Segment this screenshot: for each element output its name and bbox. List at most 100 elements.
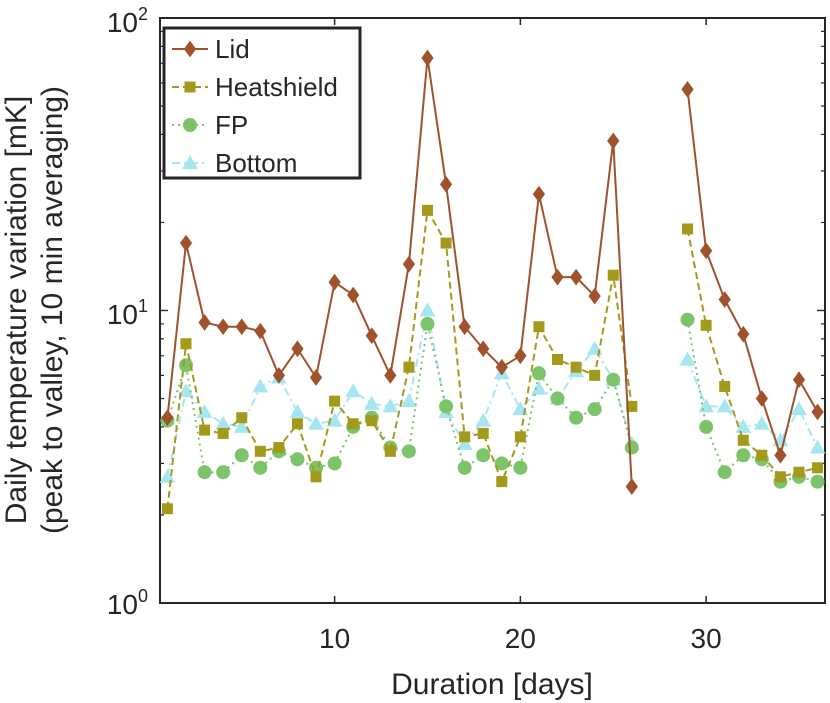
legend-marker-heatshield: [184, 81, 196, 93]
point-bottom-35: [791, 401, 807, 416]
legend-label-lid: Lid: [215, 34, 250, 64]
point-fp-31: [717, 465, 732, 480]
legend-label-heatshield: Heatshield: [215, 72, 338, 102]
point-heatshield-12: [366, 415, 378, 427]
point-heatshield-5: [236, 412, 248, 424]
point-fp-22: [550, 391, 565, 406]
point-heatshield-36: [812, 462, 824, 474]
point-heatshield-23: [570, 361, 582, 373]
point-lid-10: [328, 273, 341, 291]
point-heatshield-30: [700, 319, 712, 331]
point-heatshield-29: [682, 223, 694, 235]
series-layer: [159, 49, 826, 515]
point-heatshield-16: [440, 237, 452, 249]
series-fp: [160, 312, 825, 489]
point-fp-26: [624, 440, 639, 455]
point-lid-29: [681, 81, 694, 98]
point-lid-19: [495, 358, 508, 376]
point-bottom-13: [382, 398, 399, 413]
point-lid-33: [755, 390, 768, 407]
point-heatshield-25: [607, 269, 619, 281]
legend: Lid Heatshield FP Bottom: [162, 26, 362, 180]
point-fp-20: [513, 460, 528, 475]
point-fp-16: [439, 399, 454, 414]
point-lid-26: [625, 478, 638, 495]
point-lid-3: [198, 314, 211, 331]
point-lid-18: [477, 340, 490, 358]
y-tick-label-1: 100: [107, 586, 148, 620]
point-lid-8: [291, 340, 304, 358]
y-tick-label-100: 102: [107, 4, 148, 38]
point-fp-2: [179, 358, 194, 373]
x-tick-label-30: 30: [691, 623, 722, 654]
legend-box: [162, 26, 362, 180]
point-fp-36: [810, 474, 825, 489]
point-bottom-8: [289, 403, 306, 418]
point-lid-23: [569, 268, 583, 286]
point-lid-20: [514, 347, 527, 365]
point-lid-30: [699, 242, 713, 260]
point-lid-22: [551, 268, 564, 286]
legend-label-bottom: Bottom: [215, 148, 297, 178]
point-heatshield-14: [403, 361, 415, 373]
point-fp-5: [234, 448, 249, 463]
point-heatshield-8: [291, 418, 303, 430]
y-axis-label-line1: Daily temperature variation [mK]: [0, 96, 33, 525]
point-bottom-10: [326, 412, 343, 427]
point-fp-14: [401, 444, 416, 459]
point-heatshield-4: [217, 427, 229, 439]
point-heatshield-33: [756, 449, 768, 461]
point-heatshield-19: [496, 476, 508, 488]
point-bottom-5: [233, 418, 250, 433]
legend-marker-lid: [183, 40, 197, 58]
point-bottom-18: [475, 412, 492, 427]
point-heatshield-20: [514, 431, 526, 443]
axis-ticks: [160, 17, 825, 604]
point-bottom-29: [679, 351, 696, 366]
point-lid-5: [235, 318, 248, 336]
point-lid-13: [384, 367, 397, 384]
point-heatshield-35: [793, 466, 805, 478]
point-lid-21: [532, 185, 546, 203]
x-axis-label: Duration [days]: [391, 668, 593, 701]
point-lid-34: [774, 446, 787, 464]
point-heatshield-10: [329, 395, 341, 407]
point-fp-32: [736, 448, 751, 463]
point-fp-15: [420, 316, 435, 331]
point-bottom-6: [252, 378, 269, 393]
point-heatshield-11: [347, 418, 359, 430]
point-lid-6: [254, 322, 267, 340]
point-fp-3: [197, 465, 212, 480]
point-lid-25: [607, 132, 620, 150]
point-fp-23: [569, 410, 584, 425]
x-tick-label-20: 20: [505, 623, 536, 654]
point-fp-8: [290, 452, 305, 467]
x-tick-label-10: 10: [319, 623, 350, 654]
point-lid-4: [217, 318, 230, 336]
point-bottom-32: [735, 418, 752, 433]
point-heatshield-31: [719, 380, 731, 392]
point-fp-4: [216, 465, 231, 480]
point-fp-6: [253, 460, 268, 475]
series-lid: [161, 49, 824, 495]
point-fp-10: [327, 456, 342, 471]
point-bottom-11: [345, 383, 362, 398]
point-lid-17: [458, 318, 471, 336]
point-heatshield-13: [384, 445, 396, 457]
point-lid-15: [421, 49, 434, 67]
series-line-lid-1: [686, 89, 819, 459]
legend-label-fp: FP: [215, 110, 248, 140]
point-heatshield-24: [589, 369, 601, 381]
point-lid-35: [792, 371, 806, 389]
point-lid-31: [718, 291, 731, 308]
point-bottom-31: [716, 398, 733, 413]
point-bottom-1: [159, 468, 176, 483]
point-heatshield-15: [421, 204, 433, 216]
point-fp-25: [606, 372, 621, 387]
point-lid-9: [309, 369, 323, 386]
point-heatshield-22: [552, 353, 564, 365]
y-tick-label-10: 101: [107, 296, 148, 330]
point-heatshield-6: [254, 445, 266, 457]
point-heatshield-9: [310, 471, 322, 483]
